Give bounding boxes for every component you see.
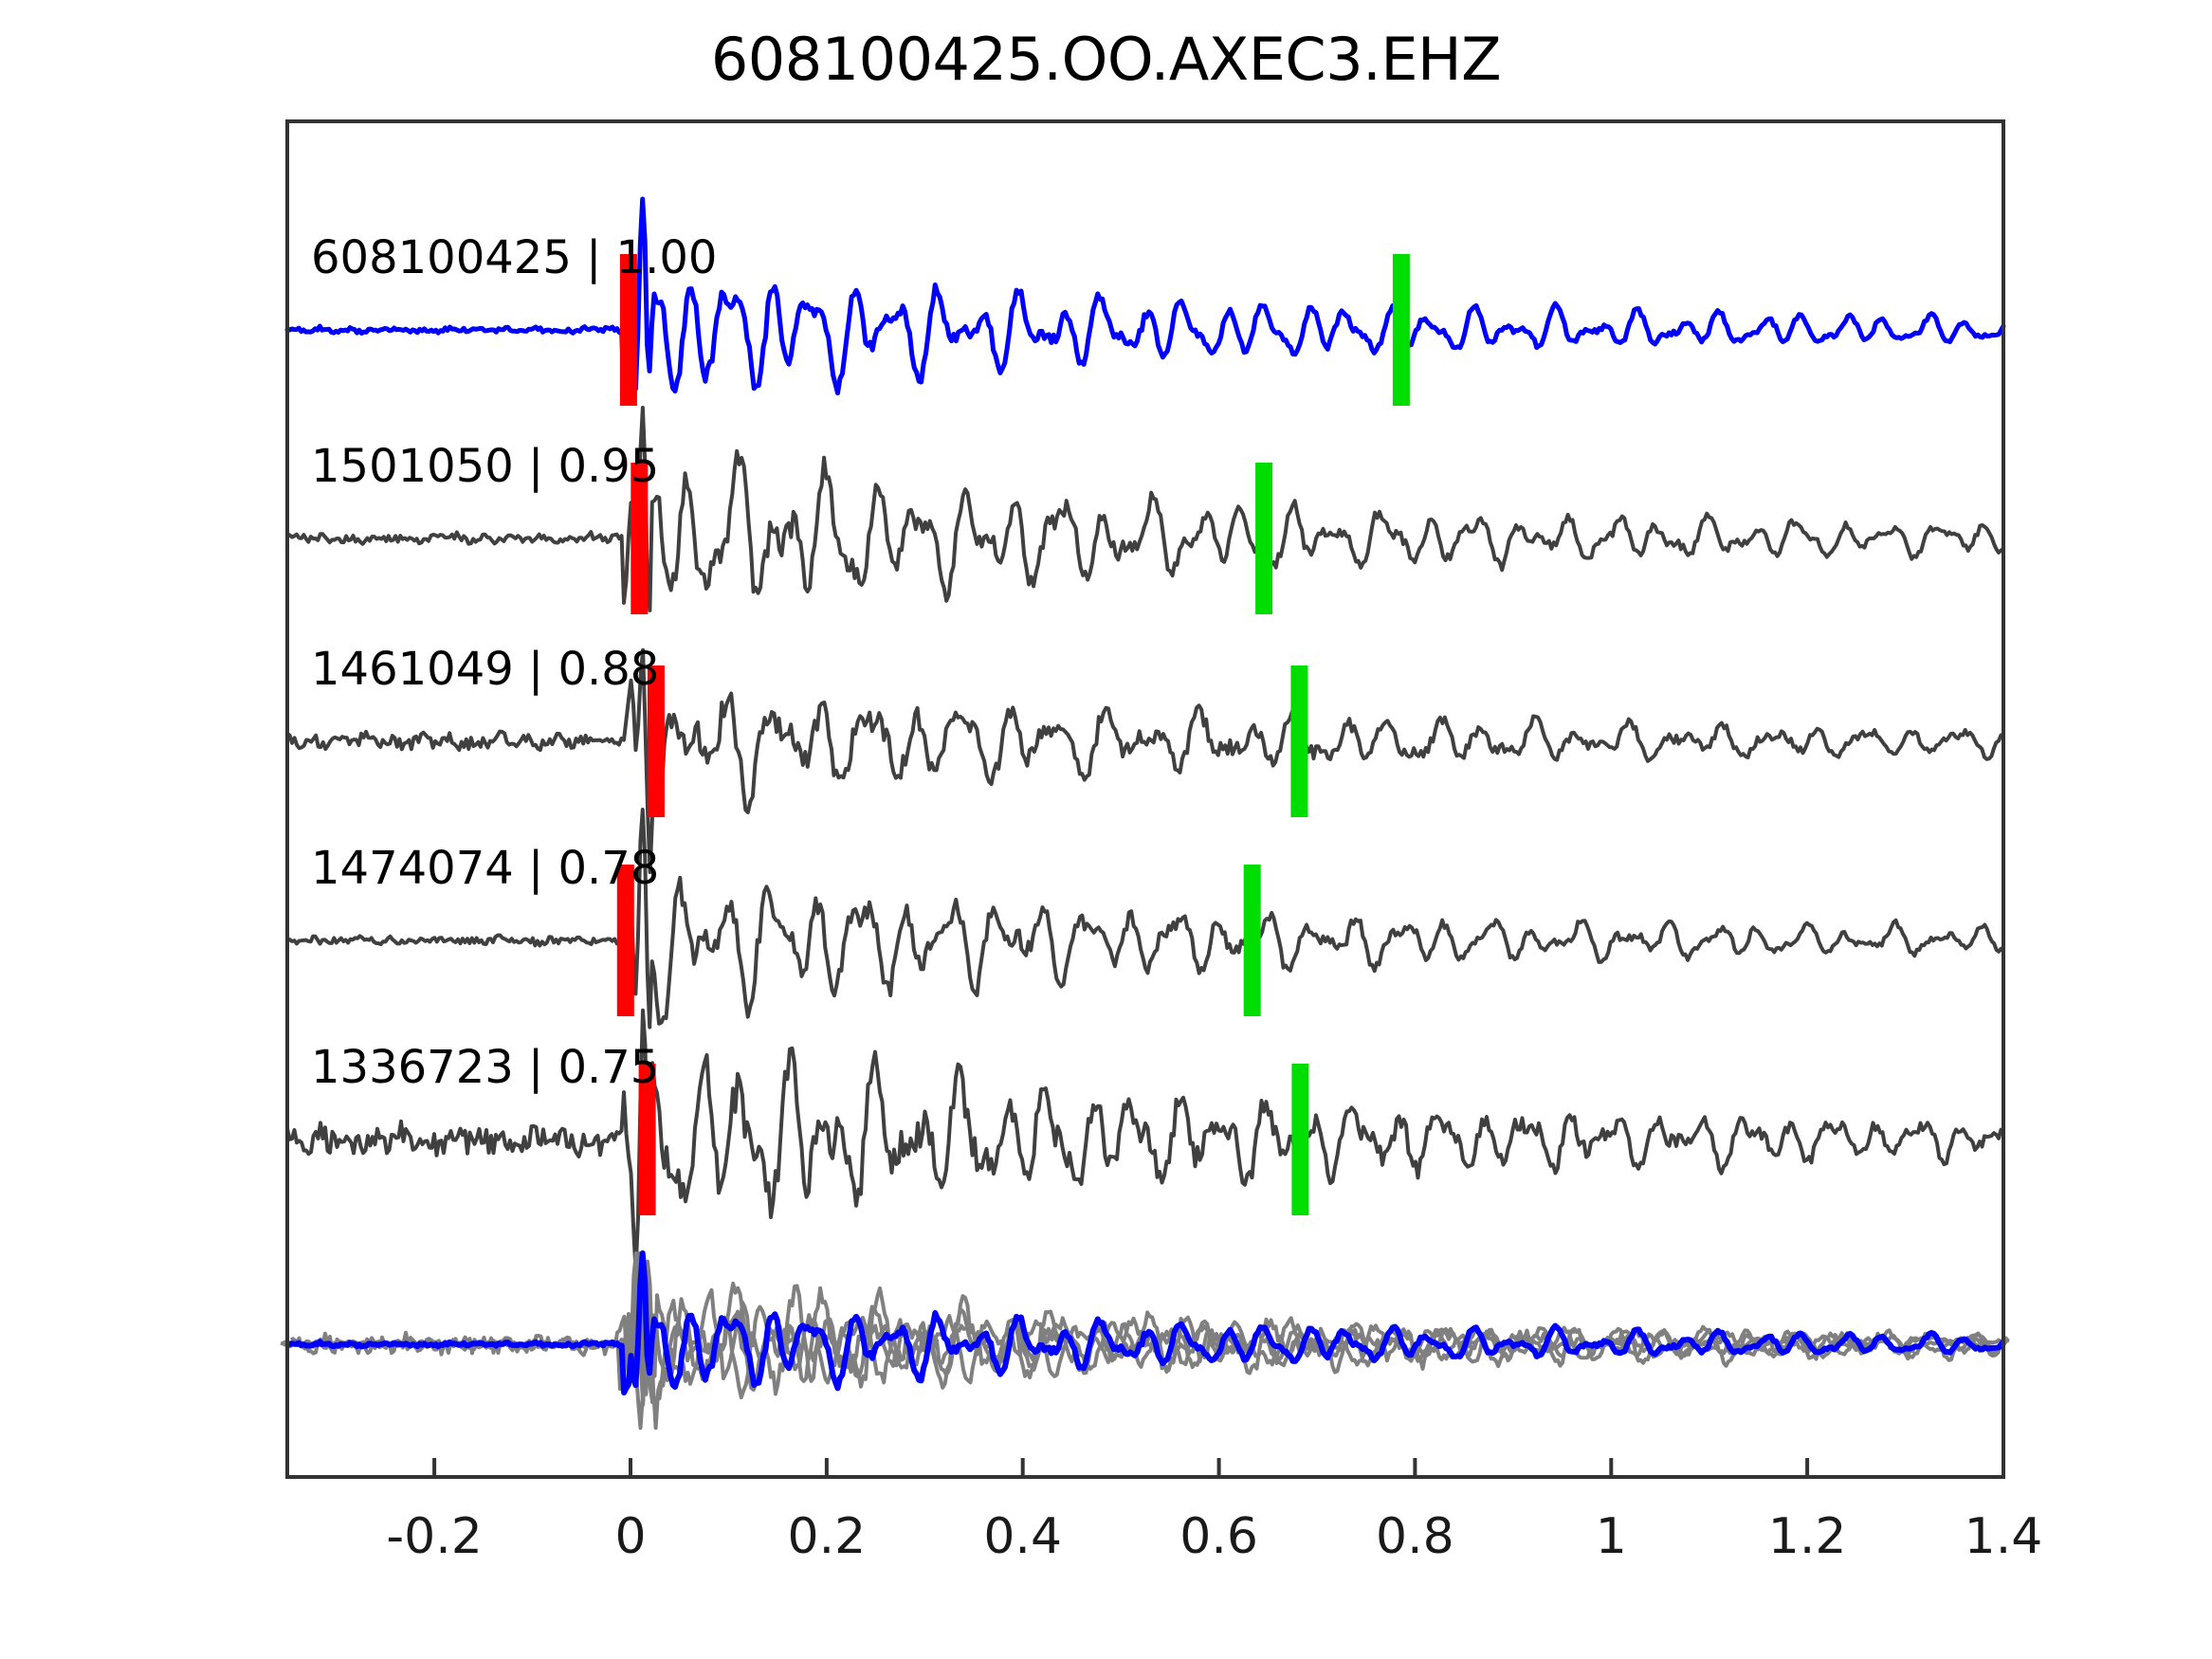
s-pick-marker-1461049 — [1290, 665, 1308, 817]
stack-overlay-trace-1461049 — [292, 1284, 2010, 1431]
trace-label-1501050: 1501050 | 0.95 — [311, 440, 659, 493]
p-pick-marker-1501050 — [631, 463, 649, 614]
s-pick-marker-1474074 — [1243, 865, 1261, 1016]
p-pick-marker-1474074 — [616, 865, 634, 1016]
page-title: 608100425.OO.AXEC3.EHZ — [710, 25, 1502, 94]
waveform-trace-1474074 — [285, 808, 2005, 1030]
trace-label-608100425: 608100425 | 1.00 — [311, 231, 717, 284]
trace-label-1474074: 1474074 | 0.78 — [311, 842, 659, 895]
p-pick-marker-1461049 — [647, 665, 665, 817]
s-pick-marker-1501050 — [1255, 463, 1273, 614]
x-tick-label: 1.4 — [1965, 1508, 2043, 1565]
x-tick-label: 0.4 — [983, 1508, 1062, 1565]
trace-label-1336723: 1336723 | 0.75 — [311, 1041, 659, 1094]
x-tick-label: 0 — [614, 1508, 646, 1565]
traces-group — [280, 196, 2010, 1431]
x-axis-ticks: -0.2 0 0.2 0.4 0.6 0.8 1 1.2 1.4 — [386, 1458, 2042, 1565]
x-tick-label: -0.2 — [386, 1508, 482, 1565]
pick-markers-group — [616, 254, 1410, 1215]
stack-overlay-trace-1501050 — [283, 1251, 2001, 1396]
p-pick-marker-608100425 — [619, 254, 637, 406]
stack-overlay-trace-reference — [286, 1250, 2006, 1395]
trace-label-1461049: 1461049 | 0.88 — [311, 643, 659, 696]
waveform-trace-608100425 — [284, 196, 2006, 402]
x-tick-label: 0.6 — [1179, 1508, 1258, 1565]
x-tick-label: 0.2 — [788, 1508, 867, 1565]
x-tick-label: 1 — [1596, 1508, 1627, 1565]
x-tick-label: 0.8 — [1376, 1508, 1454, 1565]
x-tick-label: 1.2 — [1768, 1508, 1847, 1565]
p-pick-marker-1336723 — [638, 1064, 656, 1215]
waveform-trace-1501050 — [285, 406, 2005, 612]
s-pick-marker-1336723 — [1291, 1064, 1309, 1215]
trace-labels-group: 608100425 | 1.00 1501050 | 0.95 1461049 | … — [311, 231, 717, 1094]
waveform-trace-1336723 — [285, 1008, 2005, 1272]
plot-frame — [285, 119, 2005, 1479]
s-pick-marker-608100425 — [1392, 254, 1410, 406]
waveform-trace-1461049 — [285, 647, 2005, 874]
